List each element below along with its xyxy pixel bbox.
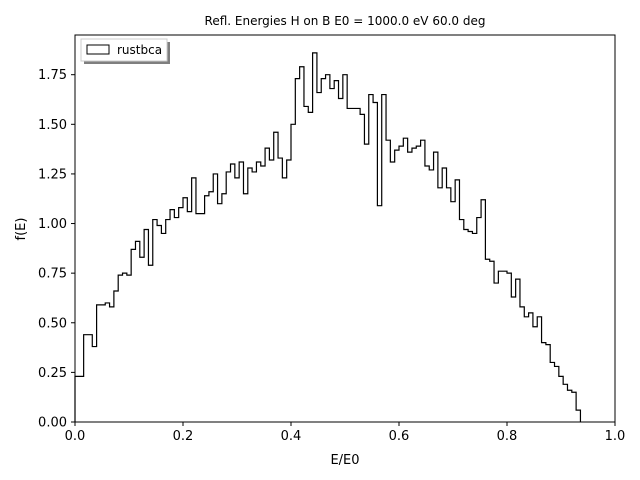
y-tick-label: 0.25 <box>38 366 67 381</box>
y-tick-label: 1.00 <box>38 217 67 232</box>
y-tick-label: 0.50 <box>38 316 67 331</box>
x-tick-label: 1.0 <box>605 429 626 444</box>
plot-frame <box>74 34 616 423</box>
y-axis-label: f(E) <box>14 218 29 241</box>
chart-title: Refl. Energies H on B E0 = 1000.0 eV 60.… <box>205 14 486 28</box>
legend-swatch-rustbca <box>86 44 110 55</box>
x-tick-label: 0.0 <box>65 429 86 444</box>
series-rustbca-line <box>74 52 582 422</box>
legend: rustbca <box>80 38 170 64</box>
x-tick-label: 0.2 <box>173 429 194 444</box>
y-tick-label: 1.50 <box>38 118 67 133</box>
x-axis-label: E/E0 <box>330 453 359 468</box>
y-axis: 0.00 0.25 0.50 0.75 1.00 1.25 1.50 1.75 <box>38 68 75 431</box>
y-tick-label: 0.75 <box>38 267 67 282</box>
y-tick-label: 0.00 <box>38 416 67 431</box>
x-tick-label: 0.4 <box>281 429 302 444</box>
x-tick-label: 0.6 <box>389 429 410 444</box>
x-tick-label: 0.8 <box>497 429 518 444</box>
plot-area <box>74 34 616 423</box>
legend-label-rustbca: rustbca <box>117 43 162 57</box>
y-tick-label: 1.25 <box>38 167 67 182</box>
x-axis: 0.0 0.2 0.4 0.6 0.8 1.0 <box>65 422 626 444</box>
y-tick-label: 1.75 <box>38 68 67 83</box>
